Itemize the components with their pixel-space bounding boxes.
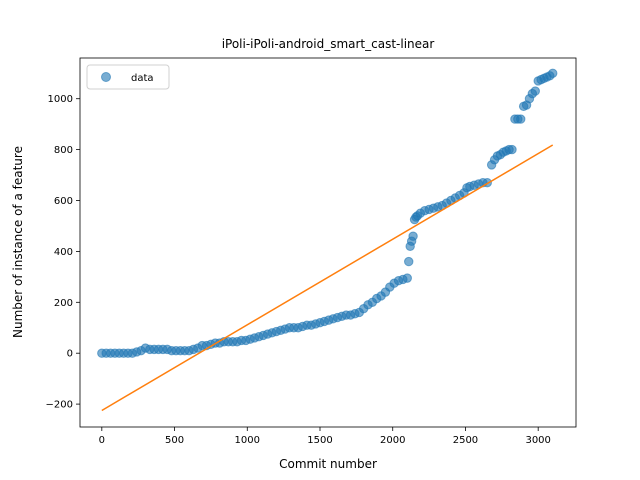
y-tick-label: 400	[54, 247, 73, 258]
x-tick-label: 3000	[525, 435, 550, 446]
x-tick-label: 2500	[453, 435, 478, 446]
y-axis-ticks: −200 0 200 400 600 800 1000	[46, 94, 80, 411]
legend: data	[86, 64, 170, 90]
data-point	[402, 273, 412, 283]
x-axis-ticks: 0 500 1000 1500 2000 2500 3000	[99, 427, 551, 446]
x-tick-label: 500	[165, 435, 184, 446]
plot-area	[80, 58, 576, 427]
plot-frame	[79, 57, 577, 428]
x-tick-label: 2000	[380, 435, 405, 446]
y-tick-label: 200	[54, 298, 73, 309]
legend-marker-data	[101, 72, 111, 82]
y-tick-label: 800	[54, 145, 73, 156]
y-axis-label: Number of instance of a feature	[11, 146, 25, 338]
legend-box	[86, 64, 170, 90]
x-axis-label: Commit number	[279, 457, 377, 471]
x-tick-label: 1000	[235, 435, 260, 446]
fit-line	[101, 144, 554, 412]
y-tick-label: 0	[67, 349, 73, 360]
x-tick-label: 1500	[307, 435, 332, 446]
data-point	[516, 114, 526, 124]
x-tick-label: 0	[99, 435, 105, 446]
y-tick-label: 600	[54, 196, 73, 207]
y-tick-label: −200	[46, 400, 73, 411]
data-point	[548, 68, 558, 78]
data-point	[530, 86, 540, 96]
data-point	[408, 231, 418, 241]
data-point	[404, 256, 414, 267]
chart-title: iPoli-iPoli-android_smart_cast-linear	[222, 37, 435, 51]
data-layer	[97, 68, 558, 412]
legend-label-data: data	[131, 73, 154, 84]
data-point	[507, 144, 517, 155]
y-tick-label: 1000	[48, 94, 73, 105]
